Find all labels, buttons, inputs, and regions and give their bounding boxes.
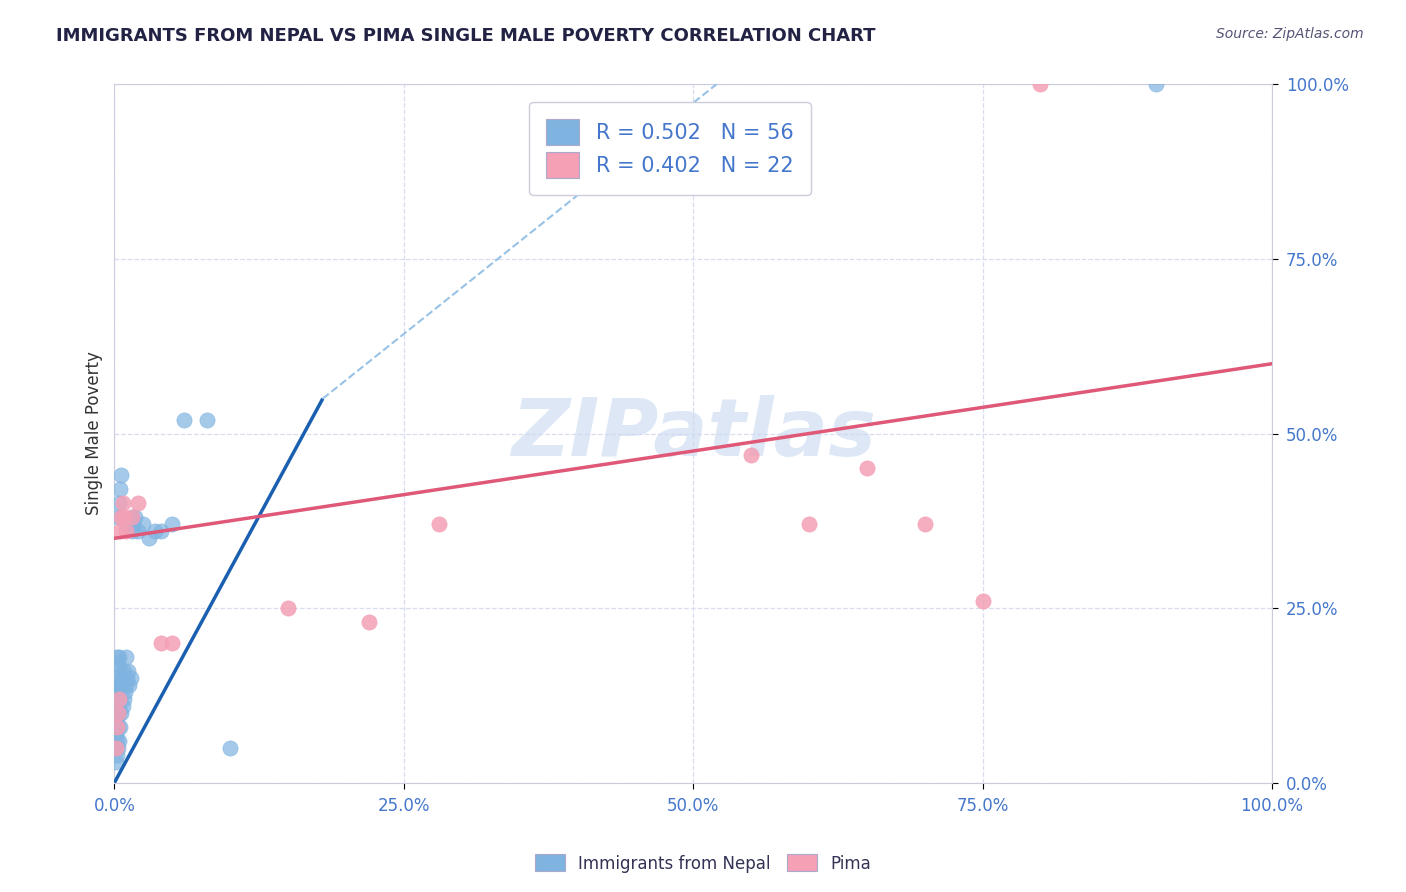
Point <box>104 727 127 741</box>
Point <box>797 517 820 532</box>
Point <box>173 412 195 426</box>
Point <box>108 524 131 539</box>
Point <box>357 615 380 629</box>
Point <box>1144 78 1167 92</box>
Point <box>121 510 143 524</box>
Point <box>115 524 138 539</box>
Point <box>277 601 299 615</box>
Point <box>115 678 138 692</box>
Point <box>195 412 218 426</box>
Point <box>110 510 132 524</box>
Point <box>108 692 131 706</box>
Point <box>107 706 129 720</box>
Point <box>972 594 994 608</box>
Legend: R = 0.502   N = 56, R = 0.402   N = 22: R = 0.502 N = 56, R = 0.402 N = 22 <box>530 102 811 195</box>
Point <box>122 517 145 532</box>
Point <box>115 650 138 665</box>
Point <box>111 698 134 713</box>
Point <box>121 510 143 524</box>
Point <box>105 747 128 762</box>
Point <box>112 510 135 524</box>
Point <box>124 510 146 524</box>
Text: ZIPatlas: ZIPatlas <box>510 394 876 473</box>
Point <box>110 468 132 483</box>
Point <box>108 664 131 678</box>
Point <box>112 692 135 706</box>
Point <box>132 517 155 532</box>
Point <box>117 664 139 678</box>
Point <box>121 524 143 539</box>
Point <box>105 685 128 699</box>
Point <box>149 636 172 650</box>
Point <box>107 657 129 671</box>
Point <box>118 678 141 692</box>
Point <box>105 671 128 685</box>
Legend: Immigrants from Nepal, Pima: Immigrants from Nepal, Pima <box>529 847 877 880</box>
Point <box>105 706 128 720</box>
Point <box>149 524 172 539</box>
Point <box>107 720 129 734</box>
Point <box>104 713 127 727</box>
Point <box>143 524 166 539</box>
Point <box>108 678 131 692</box>
Point <box>104 692 127 706</box>
Point <box>138 531 160 545</box>
Y-axis label: Single Male Poverty: Single Male Poverty <box>86 351 103 516</box>
Point <box>112 664 135 678</box>
Point <box>856 461 879 475</box>
Point <box>740 448 762 462</box>
Point <box>108 692 131 706</box>
Text: Source: ZipAtlas.com: Source: ZipAtlas.com <box>1216 27 1364 41</box>
Point <box>107 698 129 713</box>
Point <box>914 517 936 532</box>
Text: IMMIGRANTS FROM NEPAL VS PIMA SINGLE MALE POVERTY CORRELATION CHART: IMMIGRANTS FROM NEPAL VS PIMA SINGLE MAL… <box>56 27 876 45</box>
Point <box>111 496 134 510</box>
Point <box>104 755 127 769</box>
Point <box>108 496 131 510</box>
Point <box>110 678 132 692</box>
Point <box>108 706 131 720</box>
Point <box>108 650 131 665</box>
Point <box>104 740 127 755</box>
Point <box>127 496 149 510</box>
Point <box>120 671 142 685</box>
Point <box>127 524 149 539</box>
Point <box>105 720 128 734</box>
Point <box>115 517 138 532</box>
Point <box>162 636 184 650</box>
Point <box>162 517 184 532</box>
Point <box>105 650 128 665</box>
Point <box>104 740 127 755</box>
Point <box>107 678 129 692</box>
Point <box>107 510 129 524</box>
Point <box>105 720 128 734</box>
Point <box>115 671 138 685</box>
Point <box>107 740 129 755</box>
Point <box>108 483 131 497</box>
Point <box>110 706 132 720</box>
Point <box>108 733 131 747</box>
Point <box>105 733 128 747</box>
Point <box>1029 78 1052 92</box>
Point <box>111 671 134 685</box>
Point <box>108 720 131 734</box>
Point <box>114 685 136 699</box>
Point <box>219 740 242 755</box>
Point <box>427 517 450 532</box>
